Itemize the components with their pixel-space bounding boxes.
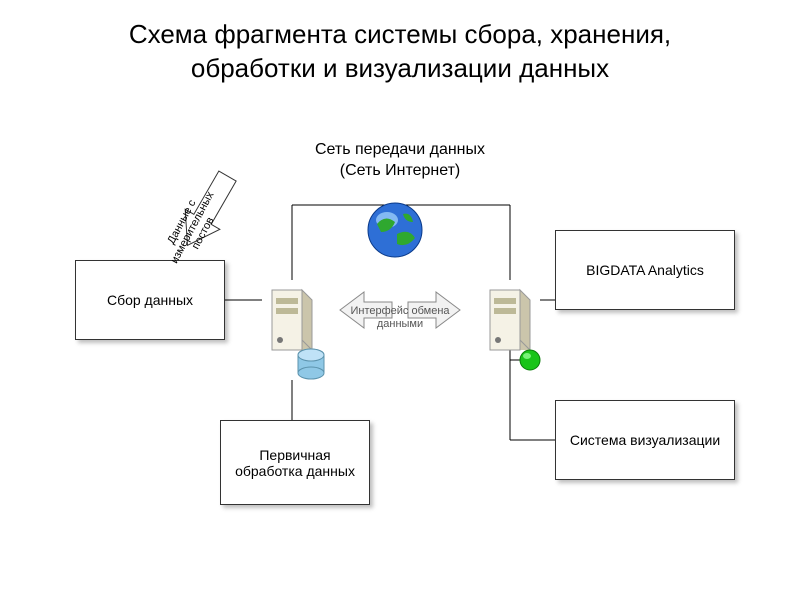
exchange-label-line1: Интерфейс обмена <box>350 305 449 317</box>
page-title: Схема фрагмента системы сбора, хранения,… <box>0 18 800 86</box>
title-line1: Схема фрагмента системы сбора, хранения, <box>129 19 671 49</box>
box-viz: Система визуализации <box>555 400 735 480</box>
network-label-line2: (Сеть Интернет) <box>340 162 461 179</box>
box-bigdata: BIGDATA Analytics <box>555 230 735 310</box>
diagram-canvas: Сеть передачи данных (Сеть Интернет) <box>0 130 800 600</box>
network-label: Сеть передачи данных (Сеть Интернет) <box>270 140 530 182</box>
box-bigdata-label: BIGDATA Analytics <box>586 262 704 278</box>
exchange-label: Интерфейс обмена данными <box>340 305 460 331</box>
box-primary: Первичная обработка данных <box>220 420 370 505</box>
status-dot-icon <box>518 348 542 372</box>
network-label-line1: Сеть передачи данных <box>315 141 485 158</box>
db-cylinder-icon <box>296 348 326 382</box>
exchange-label-line2: данными <box>377 318 423 330</box>
box-viz-label: Система визуализации <box>570 432 720 448</box>
box-primary-label: Первичная обработка данных <box>225 447 365 479</box>
box-collect-label: Сбор данных <box>107 292 193 308</box>
title-line2: обработки и визуализации данных <box>191 53 609 83</box>
globe-icon <box>367 202 423 258</box>
connectors <box>0 130 800 600</box>
box-collect: Сбор данных <box>75 260 225 340</box>
